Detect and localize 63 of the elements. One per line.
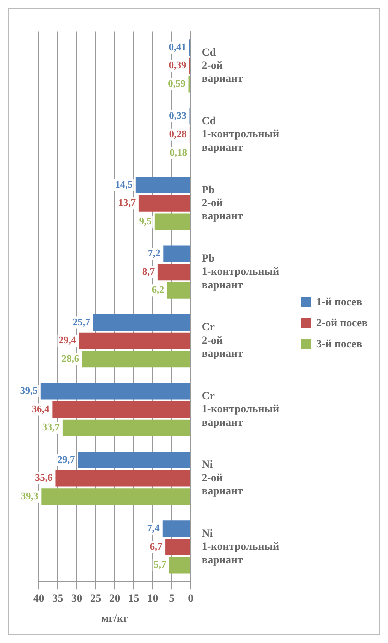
- bar: [138, 195, 190, 212]
- x-tick-label: 30: [72, 593, 83, 606]
- x-tick-label: 35: [52, 593, 64, 606]
- y-tick-label: Pb 1-контрольный вариант: [202, 252, 280, 292]
- x-tick-label: 10: [148, 593, 159, 606]
- x-tick-label: 20: [110, 593, 121, 606]
- data-label: 7,2: [148, 248, 161, 260]
- data-label: 39,3: [21, 491, 39, 502]
- data-label: 13,7: [118, 198, 136, 210]
- legend-label: 1-й посев: [316, 296, 362, 308]
- data-label: 36,4: [32, 404, 50, 416]
- bar: [136, 177, 190, 194]
- x-tick-label: 40: [34, 593, 45, 606]
- data-label: 0,28: [169, 129, 187, 140]
- bar: [166, 538, 190, 556]
- bar: [162, 520, 190, 538]
- bar: [79, 332, 190, 350]
- data-label: 33,7: [42, 422, 60, 434]
- data-label: 0,18: [170, 148, 188, 159]
- x-axis-title: мг/кг: [102, 613, 128, 626]
- data-label: 9,5: [139, 216, 152, 228]
- bar: [154, 214, 190, 230]
- y-tick-label: Cr 2-ой вариант: [202, 322, 244, 360]
- bar: [56, 470, 190, 487]
- data-label: 6,2: [152, 285, 164, 296]
- data-label: 29,4: [58, 336, 76, 347]
- y-tick-label: Ni 1-контрольный вариант: [202, 528, 280, 566]
- bar: [167, 282, 190, 299]
- data-label: 0,41: [168, 42, 186, 54]
- data-label: 5,7: [154, 560, 166, 572]
- data-label: 8,7: [142, 266, 155, 278]
- bar: [78, 452, 190, 468]
- data-label: 6,7: [150, 542, 163, 553]
- bar: [164, 246, 190, 262]
- y-tick-label: Ni 2-ой вариант: [202, 459, 244, 498]
- data-label: 39,5: [20, 386, 38, 398]
- data-label: 0,59: [168, 79, 186, 90]
- bar: [93, 314, 190, 331]
- y-tick-label: Cd 1-контрольный вариант: [202, 116, 280, 154]
- x-tick-label: 25: [90, 593, 102, 606]
- x-tick-label: 5: [169, 593, 176, 606]
- data-label: 0,33: [169, 111, 187, 122]
- data-label: 0,39: [169, 60, 187, 72]
- x-tick-label: 0: [188, 593, 194, 606]
- bar: [40, 383, 190, 400]
- data-label: 7,4: [147, 523, 160, 534]
- bar: [62, 420, 190, 436]
- data-label: 28,6: [62, 354, 80, 365]
- bar: [82, 351, 190, 368]
- bar: [169, 557, 190, 574]
- legend-label: 2-ой посев: [316, 317, 368, 330]
- data-label: 14,5: [115, 180, 133, 191]
- y-tick-label: Cd 2-ой вариант: [202, 46, 244, 86]
- bar: [52, 402, 190, 418]
- bar: [158, 264, 190, 281]
- x-tick-label: 15: [128, 593, 140, 606]
- bar: [42, 488, 190, 506]
- y-tick-label: Cr 1-контрольный вариант: [202, 390, 280, 429]
- data-label: 25,7: [72, 317, 90, 328]
- legend-label: 3-й посев: [316, 338, 362, 350]
- data-label: 35,6: [35, 473, 53, 484]
- data-label: 29,7: [58, 454, 76, 466]
- y-tick-label: Pb 2-ой вариант: [202, 184, 244, 223]
